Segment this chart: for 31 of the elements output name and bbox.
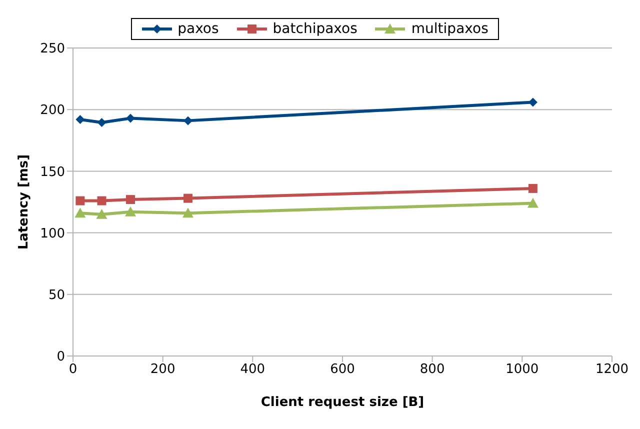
point bbox=[96, 208, 108, 219]
point bbox=[97, 196, 106, 206]
y-tick-label: 250 bbox=[40, 42, 65, 57]
x-tick-label: 1000 bbox=[506, 362, 539, 378]
x-axis-title: Client request size [B] bbox=[260, 395, 424, 410]
legend-label: multipaxos bbox=[410, 21, 488, 37]
point bbox=[74, 208, 86, 218]
y-tick-label: 150 bbox=[40, 164, 65, 180]
y-tick-label: 0 bbox=[56, 350, 65, 365]
point bbox=[126, 195, 135, 204]
point bbox=[126, 114, 135, 123]
x-tick-label: 600 bbox=[330, 362, 355, 378]
y-tick-label: 100 bbox=[40, 226, 65, 242]
point bbox=[182, 208, 194, 218]
x-tick-label: 800 bbox=[420, 362, 445, 378]
y-tick-label: 50 bbox=[48, 288, 65, 304]
x-tick-label: 200 bbox=[150, 362, 176, 378]
x-tick-label: 1200 bbox=[595, 362, 629, 378]
x-tick-label: 400 bbox=[240, 362, 266, 378]
legend-label: batchipaxos bbox=[272, 21, 358, 37]
point bbox=[183, 194, 192, 203]
point bbox=[76, 114, 85, 124]
y-tick-label: 200 bbox=[40, 103, 65, 118]
point bbox=[124, 206, 136, 216]
point bbox=[528, 184, 538, 193]
x-tick-label: 0 bbox=[68, 362, 78, 378]
point bbox=[76, 196, 85, 206]
point bbox=[527, 198, 538, 208]
y-axis-title: Latency [ms] bbox=[16, 154, 32, 250]
point bbox=[97, 118, 106, 128]
legend-label: paxos bbox=[176, 21, 219, 37]
